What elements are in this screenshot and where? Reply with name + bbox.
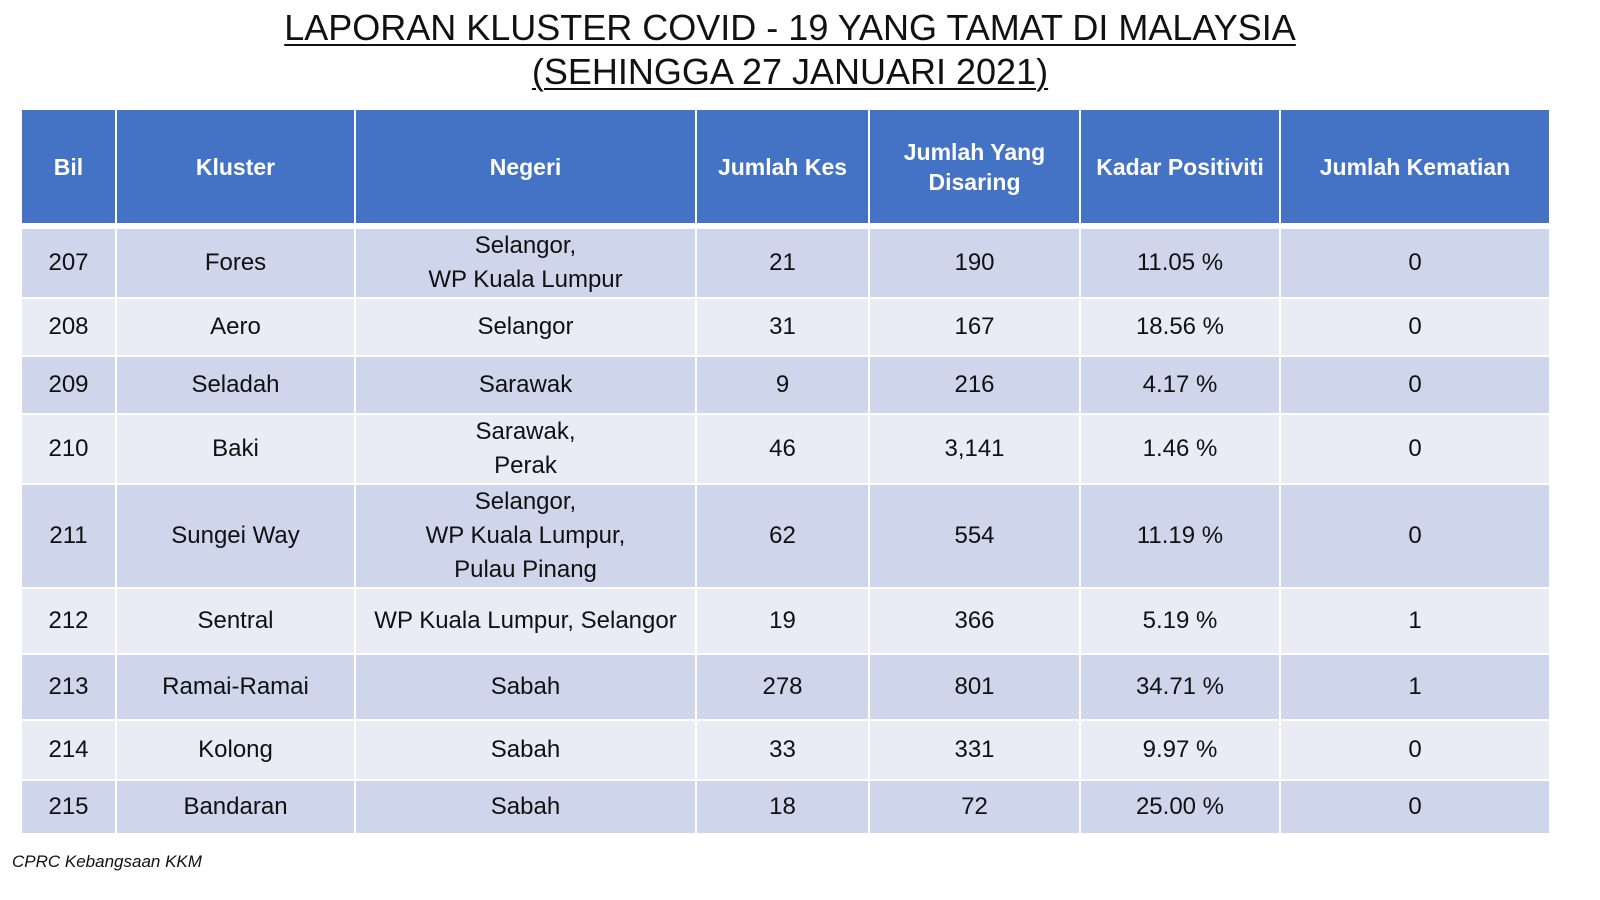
table-row: 213 Ramai-Ramai Sabah 278 801 34.71 % 1 xyxy=(20,653,1551,721)
cell-negeri: Sarawak xyxy=(354,355,697,415)
cell-kadar-positiviti: 1.46 % xyxy=(1079,413,1281,485)
cell-jumlah-disaring: 366 xyxy=(868,587,1081,655)
header-jumlah-kematian: Jumlah Kematian xyxy=(1279,108,1551,229)
cell-kluster: Ramai-Ramai xyxy=(115,653,356,721)
cell-bil: 210 xyxy=(20,413,117,485)
cell-kadar-positiviti: 5.19 % xyxy=(1079,587,1281,655)
cell-negeri: Selangor, WP Kuala Lumpur xyxy=(354,225,697,299)
cell-jumlah-disaring: 3,141 xyxy=(868,413,1081,485)
cell-jumlah-disaring: 801 xyxy=(868,653,1081,721)
header-kadar-positiviti: Kadar Positiviti xyxy=(1079,108,1281,229)
table-row: 215 Bandaran Sabah 18 72 25.00 % 0 xyxy=(20,779,1551,835)
header-bil: Bil xyxy=(20,108,117,229)
cell-kluster: Bandaran xyxy=(115,779,356,835)
cell-bil: 209 xyxy=(20,355,117,415)
cell-kadar-positiviti: 18.56 % xyxy=(1079,297,1281,357)
header-kluster: Kluster xyxy=(115,108,356,229)
report-title-line-1: LAPORAN KLUSTER COVID - 19 YANG TAMAT DI… xyxy=(284,7,1296,48)
cell-jumlah-disaring: 167 xyxy=(868,297,1081,357)
cell-bil: 214 xyxy=(20,719,117,781)
cell-jumlah-disaring: 331 xyxy=(868,719,1081,781)
cell-bil: 208 xyxy=(20,297,117,357)
cell-kadar-positiviti: 9.97 % xyxy=(1079,719,1281,781)
cell-jumlah-kes: 278 xyxy=(695,653,870,721)
cell-jumlah-kematian: 0 xyxy=(1279,483,1551,589)
cell-jumlah-kes: 31 xyxy=(695,297,870,357)
cell-kluster: Aero xyxy=(115,297,356,357)
cell-kadar-positiviti: 4.17 % xyxy=(1079,355,1281,415)
header-jumlah-disaring: Jumlah Yang Disaring xyxy=(868,108,1081,229)
cell-kadar-positiviti: 25.00 % xyxy=(1079,779,1281,835)
cell-jumlah-disaring: 190 xyxy=(868,225,1081,299)
cell-jumlah-kematian: 0 xyxy=(1279,297,1551,357)
cell-jumlah-kes: 46 xyxy=(695,413,870,485)
cell-jumlah-kematian: 0 xyxy=(1279,355,1551,415)
cell-kluster: Sentral xyxy=(115,587,356,655)
cell-kluster: Baki xyxy=(115,413,356,485)
cell-jumlah-kes: 21 xyxy=(695,225,870,299)
cell-negeri: Sabah xyxy=(354,653,697,721)
cell-jumlah-kes: 19 xyxy=(695,587,870,655)
cell-kluster: Seladah xyxy=(115,355,356,415)
cell-jumlah-disaring: 554 xyxy=(868,483,1081,589)
cell-negeri: Sabah xyxy=(354,779,697,835)
report-title-line-2: (SEHINGGA 27 JANUARI 2021) xyxy=(531,51,1049,92)
cell-negeri: Sarawak, Perak xyxy=(354,413,697,485)
table-header: Bil Kluster Negeri Jumlah Kes Jumlah Yan… xyxy=(20,108,1551,229)
header-jumlah-kes: Jumlah Kes xyxy=(695,108,870,229)
cell-jumlah-kematian: 0 xyxy=(1279,719,1551,781)
cell-kadar-positiviti: 34.71 % xyxy=(1079,653,1281,721)
cell-bil: 215 xyxy=(20,779,117,835)
cell-jumlah-kematian: 0 xyxy=(1279,779,1551,835)
cell-kluster: Kolong xyxy=(115,719,356,781)
header-row: Bil Kluster Negeri Jumlah Kes Jumlah Yan… xyxy=(20,108,1551,229)
cell-bil: 211 xyxy=(20,483,117,589)
cell-jumlah-kes: 33 xyxy=(695,719,870,781)
cell-jumlah-kes: 9 xyxy=(695,355,870,415)
table-row: 208 Aero Selangor 31 167 18.56 % 0 xyxy=(20,297,1551,357)
source-footer: CPRC Kebangsaan KKM xyxy=(12,852,202,871)
cell-negeri: Sabah xyxy=(354,719,697,781)
cell-jumlah-kematian: 1 xyxy=(1279,653,1551,721)
table-row: 211 Sungei Way Selangor, WP Kuala Lumpur… xyxy=(20,483,1551,589)
cell-jumlah-disaring: 72 xyxy=(868,779,1081,835)
cell-jumlah-kematian: 0 xyxy=(1279,413,1551,485)
cell-kadar-positiviti: 11.05 % xyxy=(1079,225,1281,299)
table-body: 207 Fores Selangor, WP Kuala Lumpur 21 1… xyxy=(20,225,1551,835)
cell-kluster: Sungei Way xyxy=(115,483,356,589)
cell-kluster: Fores xyxy=(115,225,356,299)
table-row: 212 Sentral WP Kuala Lumpur, Selangor 19… xyxy=(20,587,1551,655)
cell-jumlah-kematian: 0 xyxy=(1279,225,1551,299)
cell-bil: 207 xyxy=(20,225,117,299)
cell-jumlah-disaring: 216 xyxy=(868,355,1081,415)
cluster-table: Bil Kluster Negeri Jumlah Kes Jumlah Yan… xyxy=(20,108,1551,835)
table-row: 207 Fores Selangor, WP Kuala Lumpur 21 1… xyxy=(20,225,1551,299)
cell-negeri: Selangor, WP Kuala Lumpur, Pulau Pinang xyxy=(354,483,697,589)
cell-bil: 213 xyxy=(20,653,117,721)
cell-negeri: WP Kuala Lumpur, Selangor xyxy=(354,587,697,655)
table-row: 210 Baki Sarawak, Perak 46 3,141 1.46 % … xyxy=(20,413,1551,485)
cell-kadar-positiviti: 11.19 % xyxy=(1079,483,1281,589)
report-title: LAPORAN KLUSTER COVID - 19 YANG TAMAT DI… xyxy=(0,6,1580,94)
cell-jumlah-kes: 18 xyxy=(695,779,870,835)
cell-jumlah-kes: 62 xyxy=(695,483,870,589)
cell-bil: 212 xyxy=(20,587,117,655)
cell-jumlah-kematian: 1 xyxy=(1279,587,1551,655)
table-row: 214 Kolong Sabah 33 331 9.97 % 0 xyxy=(20,719,1551,781)
header-negeri: Negeri xyxy=(354,108,697,229)
cell-negeri: Selangor xyxy=(354,297,697,357)
table-row: 209 Seladah Sarawak 9 216 4.17 % 0 xyxy=(20,355,1551,415)
